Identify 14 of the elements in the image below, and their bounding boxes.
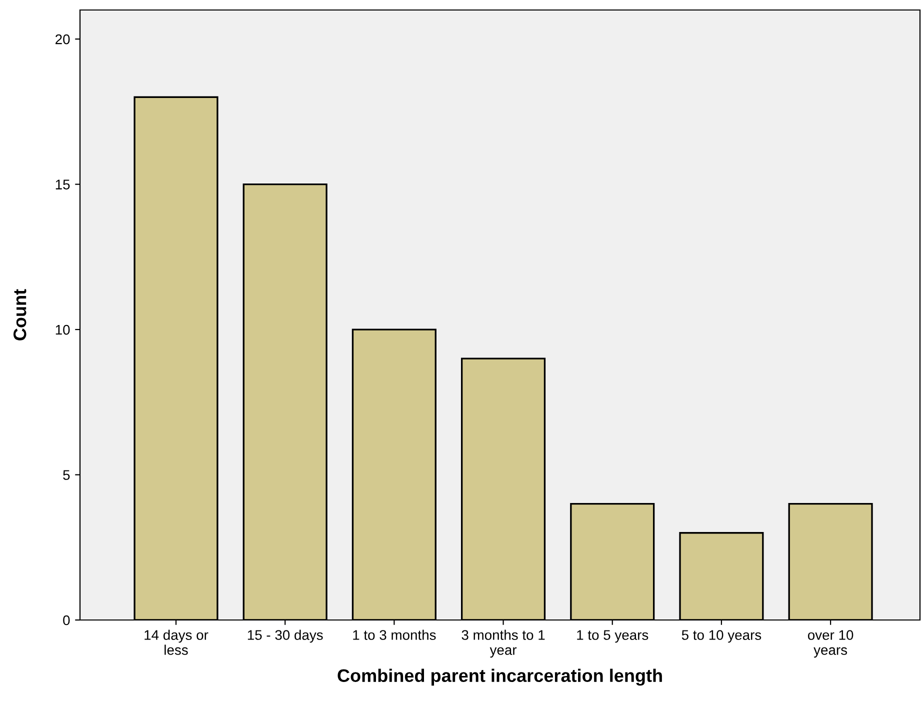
x-tick-label: 15 - 30 days	[248, 630, 323, 643]
y-tick-label: 0	[63, 615, 70, 626]
x-tick-label: 1 to 5 years	[577, 630, 648, 643]
x-tick-label: 14 days or less	[144, 630, 208, 655]
x-tick-label: 1 to 3 months	[353, 630, 436, 640]
x-tick-label: over 10 years	[808, 630, 854, 658]
x-tick-label: 3 months to 1 year	[462, 630, 545, 658]
x-tick-label: 5 to 10 years	[682, 630, 762, 643]
y-tick-label: 15	[56, 180, 70, 190]
y-tick-label: 20	[56, 34, 70, 44]
y-tick-label: 10	[56, 324, 70, 335]
y-axis-title: Count	[13, 289, 26, 340]
x-axis-title: Combined parent incarceration length	[338, 668, 662, 686]
y-tick-label: 5	[63, 470, 70, 480]
